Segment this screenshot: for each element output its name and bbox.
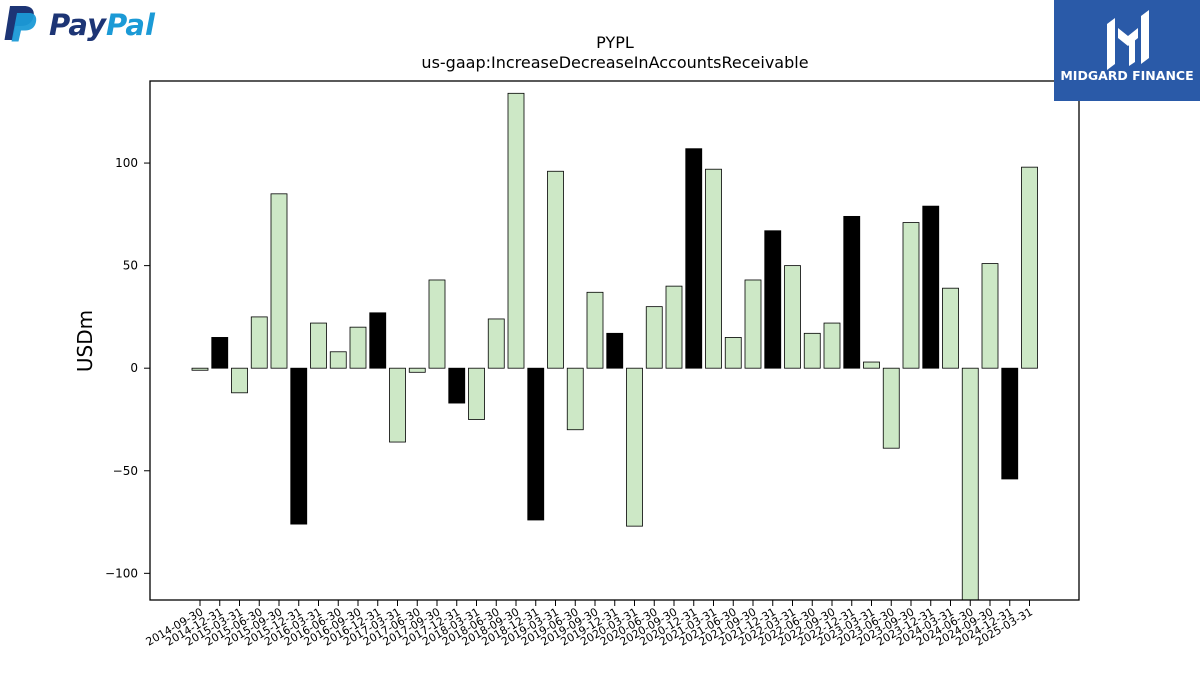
bars-group bbox=[191, 92, 1038, 601]
bar-2021-12-31 bbox=[764, 230, 782, 369]
bar-2021-06-30 bbox=[724, 337, 742, 369]
y-tick-label: −50 bbox=[113, 464, 138, 478]
bar-2018-09-30 bbox=[507, 92, 525, 369]
brand-pal: Pal bbox=[105, 8, 155, 42]
chart-title: PYPL bbox=[596, 33, 634, 52]
bar-2017-09-30 bbox=[428, 279, 446, 369]
bar-2015-03-31 bbox=[231, 367, 248, 394]
bar-2019-09-30 bbox=[586, 291, 604, 369]
bar-2020-09-30 bbox=[665, 285, 683, 369]
bar-2014-09-30 bbox=[191, 367, 209, 371]
bar-2019-03-31 bbox=[547, 170, 564, 369]
bar-2015-06-30 bbox=[250, 316, 268, 369]
bar-2020-03-31 bbox=[626, 367, 643, 527]
x-axis: 2014-09-302014-12-312015-03-312015-06-30… bbox=[144, 600, 1035, 649]
bar-2024-12-31 bbox=[1001, 367, 1019, 480]
bar-2017-12-31 bbox=[448, 367, 466, 404]
midgard-mark-icon bbox=[1107, 10, 1149, 70]
paypal-logo: PayPal bbox=[4, 4, 164, 46]
bar-2016-06-30 bbox=[329, 351, 347, 369]
y-tick-label: −100 bbox=[105, 566, 138, 580]
bar-2014-12-31 bbox=[211, 337, 229, 369]
bar-2018-12-31 bbox=[527, 367, 545, 521]
bar-2022-06-30 bbox=[803, 332, 821, 369]
bar-2015-09-30 bbox=[270, 193, 288, 369]
bar-2023-09-30 bbox=[902, 222, 920, 369]
bar-2023-06-30 bbox=[882, 367, 900, 449]
bar-2019-12-31 bbox=[606, 332, 624, 369]
bar-2019-06-30 bbox=[566, 367, 584, 431]
bar-2016-09-30 bbox=[349, 326, 367, 369]
bar-2025-03-31 bbox=[1021, 166, 1038, 369]
brand-pay: Pay bbox=[49, 8, 106, 42]
midgard-finance-logo: MIDGARD FINANCE bbox=[1054, 0, 1200, 101]
bar-2021-09-30 bbox=[744, 279, 762, 369]
bar-2015-12-31 bbox=[290, 367, 308, 525]
bar-2020-12-31 bbox=[685, 148, 703, 369]
bar-2022-09-30 bbox=[823, 322, 841, 369]
bar-2024-09-30 bbox=[981, 263, 999, 369]
bar-2022-12-31 bbox=[843, 215, 861, 369]
bar-2016-12-31 bbox=[369, 312, 387, 369]
bar-2023-03-31 bbox=[863, 361, 880, 369]
y-tick-label: 50 bbox=[123, 259, 138, 273]
bar-2018-03-31 bbox=[468, 367, 485, 420]
y-tick-label: 0 bbox=[130, 361, 138, 375]
bar-2017-03-31 bbox=[389, 367, 406, 443]
bar-2022-03-31 bbox=[784, 265, 801, 369]
bar-2024-03-31 bbox=[942, 287, 959, 369]
y-axis-label: USDm bbox=[73, 310, 97, 372]
y-axis: −100 −50 0 50 100 bbox=[105, 156, 150, 580]
bar-2020-06-30 bbox=[645, 306, 663, 369]
y-tick-label: 100 bbox=[115, 156, 138, 170]
paypal-p-icon bbox=[4, 6, 37, 42]
bar-2016-03-31 bbox=[310, 322, 327, 369]
bar-2021-03-31 bbox=[705, 168, 722, 369]
plot-frame bbox=[149, 80, 1080, 601]
paypal-wordmark: PayPal bbox=[49, 8, 155, 42]
midgard-finance-name: MIDGARD FINANCE bbox=[1060, 68, 1194, 83]
bar-2017-06-30 bbox=[408, 367, 426, 373]
bar-2024-06-30 bbox=[961, 367, 979, 601]
bar-2018-06-30 bbox=[487, 318, 505, 369]
chart-subtitle: us-gaap:IncreaseDecreaseInAccountsReceiv… bbox=[421, 53, 808, 72]
bar-2023-12-31 bbox=[922, 205, 940, 369]
